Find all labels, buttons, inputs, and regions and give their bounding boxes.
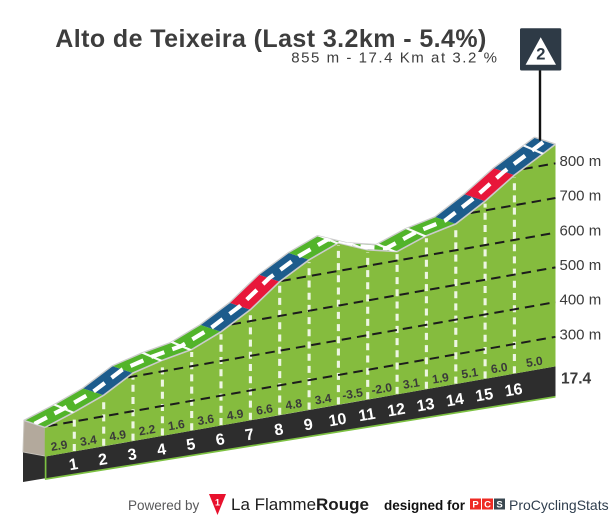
svg-text:2: 2	[536, 45, 545, 63]
svg-text:17.4: 17.4	[561, 371, 592, 388]
svg-text:500 m: 500 m	[560, 257, 602, 274]
svg-text:8: 8	[273, 421, 285, 439]
svg-text:3.4: 3.4	[79, 432, 98, 449]
svg-text:12: 12	[386, 401, 406, 421]
svg-text:5: 5	[185, 436, 197, 454]
svg-text:4.9: 4.9	[108, 427, 127, 444]
svg-text:11: 11	[357, 406, 377, 426]
svg-text:15: 15	[474, 386, 494, 406]
svg-text:3.1: 3.1	[402, 375, 421, 392]
svg-text:Powered by: Powered by	[128, 498, 200, 513]
svg-text:7: 7	[244, 426, 256, 444]
svg-text:1.9: 1.9	[431, 370, 450, 387]
svg-text:6.0: 6.0	[490, 360, 509, 377]
svg-text:2.2: 2.2	[138, 422, 157, 439]
svg-text:designed for: designed for	[384, 498, 466, 513]
svg-text:3.4: 3.4	[314, 391, 333, 408]
svg-text:5.1: 5.1	[460, 365, 479, 382]
svg-text:P: P	[472, 500, 479, 511]
svg-text:S: S	[496, 500, 502, 511]
svg-text:13: 13	[416, 396, 436, 416]
svg-text:700 m: 700 m	[560, 188, 602, 205]
svg-text:4.9: 4.9	[226, 406, 245, 423]
svg-text:2.9: 2.9	[50, 437, 69, 454]
svg-text:600 m: 600 m	[560, 222, 602, 239]
svg-text:9: 9	[303, 416, 315, 434]
svg-text:1.6: 1.6	[167, 417, 186, 434]
svg-text:4.8: 4.8	[284, 396, 303, 413]
svg-text:6.6: 6.6	[255, 401, 274, 418]
svg-text:La FlammeRouge: La FlammeRouge	[231, 495, 369, 514]
svg-text:300 m: 300 m	[560, 326, 602, 343]
svg-text:3.6: 3.6	[196, 412, 215, 429]
svg-text:6: 6	[215, 431, 227, 449]
svg-text:16: 16	[504, 381, 524, 401]
svg-text:-3.5: -3.5	[341, 385, 364, 402]
svg-text:1: 1	[215, 498, 220, 508]
svg-text:4: 4	[156, 441, 168, 459]
svg-text:400 m: 400 m	[560, 292, 602, 309]
svg-text:Alto de Teixeira (Last 3.2km -: Alto de Teixeira (Last 3.2km - 5.4%)	[55, 25, 486, 53]
svg-text:ProCyclingStats: ProCyclingStats	[509, 497, 609, 513]
svg-text:C: C	[484, 500, 491, 511]
svg-text:-2.0: -2.0	[370, 380, 393, 397]
svg-text:3: 3	[127, 446, 139, 464]
svg-text:800 m: 800 m	[560, 153, 602, 170]
svg-text:2: 2	[97, 451, 109, 469]
svg-text:1: 1	[68, 456, 80, 474]
svg-text:10: 10	[328, 411, 348, 431]
svg-text:5.0: 5.0	[525, 354, 544, 371]
svg-text:855 m - 17.4 Km at 3.2 %: 855 m - 17.4 Km at 3.2 %	[291, 50, 498, 67]
svg-text:14: 14	[445, 391, 465, 411]
